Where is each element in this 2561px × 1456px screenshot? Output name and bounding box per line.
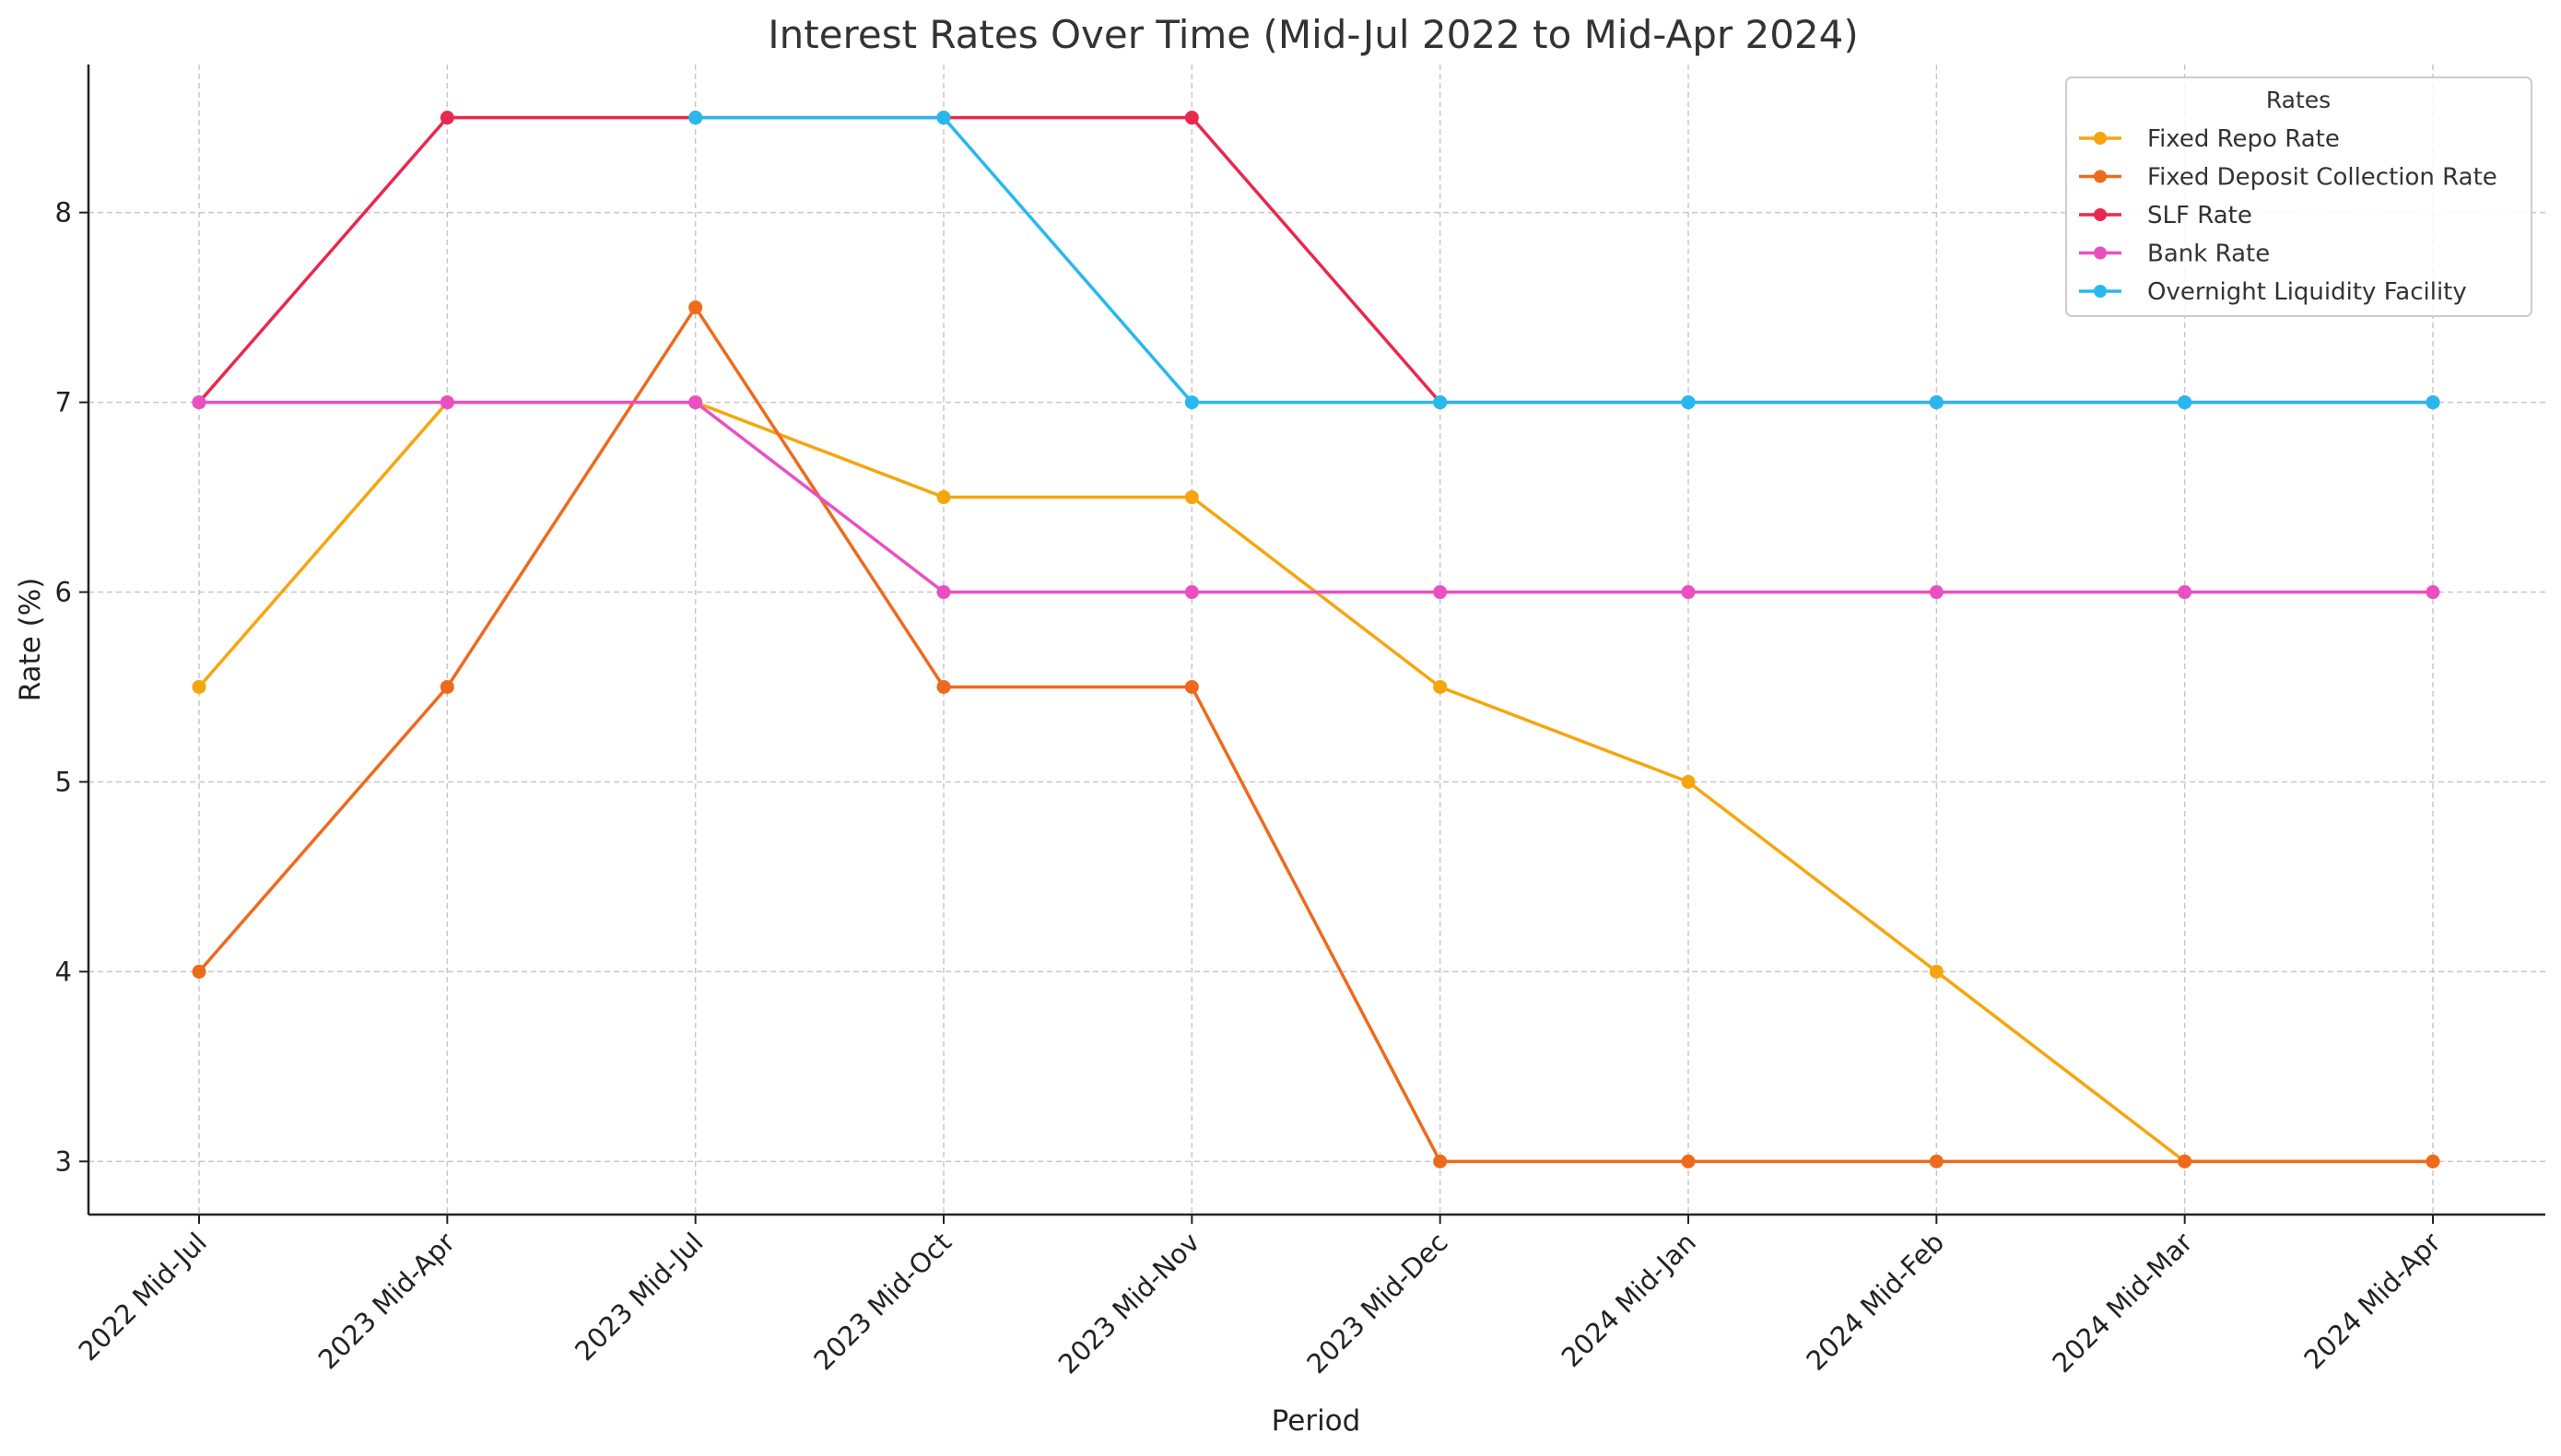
series-2	[192, 300, 2440, 1168]
series-line	[197, 305, 2435, 1164]
legend-label: Bank Rate	[2147, 241, 2270, 268]
data-point	[688, 395, 703, 410]
x-tick-label: 2024 Mid-Jan	[1556, 1227, 1702, 1373]
series-4	[192, 395, 2440, 600]
data-point	[936, 679, 951, 694]
series-layer	[192, 111, 2440, 1168]
y-tick-label: 6	[55, 577, 72, 608]
x-tick-label: 2023 Mid-Apr	[312, 1227, 462, 1376]
data-point	[1929, 964, 1944, 979]
legend-item: SLF Rate	[2079, 202, 2252, 229]
series-line	[693, 115, 2435, 405]
data-point	[1433, 585, 1448, 600]
legend-item: Fixed Deposit Collection Rate	[2079, 164, 2497, 192]
legend-item: Bank Rate	[2079, 241, 2270, 268]
data-point	[192, 679, 206, 694]
legend-marker	[2094, 208, 2107, 221]
data-point	[936, 111, 951, 125]
data-point	[1184, 111, 1199, 125]
legend-label: Fixed Repo Rate	[2147, 125, 2340, 153]
series-5	[688, 111, 2440, 410]
legend-item: Fixed Repo Rate	[2079, 125, 2340, 153]
data-point	[1681, 585, 1696, 600]
data-point	[2426, 1154, 2440, 1168]
data-point	[192, 964, 206, 979]
data-point	[688, 300, 703, 315]
data-point	[1929, 395, 1944, 410]
y-axis-label: Rate (%)	[14, 578, 47, 702]
legend-box	[2065, 76, 2532, 317]
legend-item: Overnight Liquidity Facility	[2079, 278, 2467, 306]
legend-items: Fixed Repo Rate Fixed Deposit Collection …	[2079, 125, 2497, 306]
data-point	[1681, 1154, 1696, 1168]
data-point	[2178, 1154, 2192, 1168]
x-tick-label: 2024 Mid-Mar	[2046, 1227, 2198, 1379]
x-axis-label: Period	[1272, 1404, 1361, 1438]
axes-layer	[87, 65, 2545, 1216]
data-point	[1681, 774, 1696, 789]
data-point	[2426, 585, 2440, 600]
data-point	[2178, 395, 2192, 410]
legend-marker	[2094, 170, 2107, 183]
data-point	[1184, 490, 1199, 505]
data-point	[1184, 395, 1199, 410]
data-point	[1433, 395, 1448, 410]
data-point	[440, 111, 454, 125]
x-tick-label: 2024 Mid-Apr	[2297, 1227, 2447, 1376]
data-point	[440, 679, 454, 694]
data-point	[1929, 585, 1944, 600]
x-tick-label: 2024 Mid-Feb	[1800, 1227, 1950, 1377]
y-tick-label: 4	[55, 956, 72, 987]
data-point	[936, 490, 951, 505]
legend-label: Fixed Deposit Collection Rate	[2147, 164, 2497, 192]
y-tick-label: 5	[55, 766, 72, 797]
data-point	[1929, 1154, 1944, 1168]
data-point	[2178, 585, 2192, 600]
legend-marker	[2094, 246, 2107, 260]
data-point	[1433, 679, 1448, 694]
legend-marker	[2094, 285, 2107, 298]
y-tick-label: 3	[55, 1145, 72, 1177]
data-point	[192, 395, 206, 410]
x-tick-label: 2023 Mid-Oct	[807, 1227, 957, 1377]
data-point	[1184, 585, 1199, 600]
x-tick-label: 2023 Mid-Dec	[1300, 1227, 1453, 1380]
y-tick-label: 7	[55, 387, 72, 418]
series-line	[197, 400, 2435, 594]
x-tick-label: 2023 Mid-Nov	[1052, 1227, 1206, 1380]
data-point	[1184, 679, 1199, 694]
data-point	[936, 585, 951, 600]
data-point	[440, 395, 454, 410]
chart-title: Interest Rates Over Time (Mid-Jul 2022 t…	[768, 12, 1859, 57]
x-tick-label: 2022 Mid-Jul	[73, 1227, 213, 1367]
legend-marker	[2094, 132, 2107, 145]
x-tick-label: 2023 Mid-Jul	[569, 1227, 709, 1367]
tick-layer: 3 4 5 6 7 8 2022 Mid-Jul 2023 Mid-Apr 2023 Mid-J…	[55, 197, 2447, 1380]
y-tick-label: 8	[55, 197, 72, 229]
legend-label: Overnight Liquidity Facility	[2147, 278, 2467, 306]
data-point	[688, 111, 703, 125]
legend-label: SLF Rate	[2147, 202, 2252, 229]
data-point	[2426, 395, 2440, 410]
legend-title: Rates	[2266, 87, 2331, 113]
legend: Rates Fixed Repo Rate Fixed Deposit Colle…	[2065, 76, 2532, 317]
data-point	[1433, 1154, 1448, 1168]
data-point	[1681, 395, 1696, 410]
